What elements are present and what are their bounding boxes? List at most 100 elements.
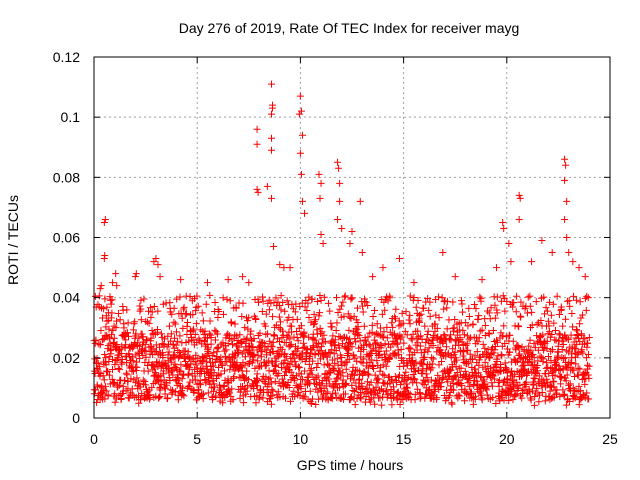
data-point-baseline: [493, 293, 501, 301]
data-point-baseline: [328, 346, 336, 354]
data-point-baseline: [178, 375, 186, 383]
data-point: [492, 264, 500, 272]
data-point-baseline: [258, 307, 266, 315]
data-point-baseline: [218, 362, 226, 370]
data-point-baseline: [253, 370, 261, 378]
data-point-baseline: [491, 346, 499, 354]
data-point-baseline: [471, 392, 479, 400]
data-point-baseline: [478, 396, 486, 404]
data-point-baseline: [241, 374, 249, 382]
data-point-baseline: [386, 294, 394, 302]
data-point-baseline: [186, 292, 194, 300]
data-point-baseline: [217, 370, 225, 378]
data-point-baseline: [465, 312, 473, 320]
data-point-baseline: [118, 356, 126, 364]
data-point: [254, 188, 262, 196]
data-point-baseline: [397, 381, 405, 389]
data-point-baseline: [528, 321, 536, 329]
data-point-baseline: [305, 333, 313, 341]
data-point-baseline: [339, 298, 347, 306]
data-point-baseline: [356, 375, 364, 383]
data-point-baseline: [576, 365, 584, 373]
data-point-baseline: [489, 326, 497, 334]
data-point-baseline: [542, 304, 550, 312]
data-point-baseline: [570, 292, 578, 300]
data-point-baseline: [368, 321, 376, 329]
data-point-baseline: [316, 309, 324, 317]
data-point-baseline: [382, 347, 390, 355]
data-point-baseline: [420, 353, 428, 361]
data-point-baseline: [100, 305, 108, 313]
data-point-baseline: [186, 363, 194, 371]
data-point-baseline: [342, 379, 350, 387]
data-point-baseline: [146, 304, 154, 312]
data-point-baseline: [179, 305, 187, 313]
data-point-baseline: [341, 381, 349, 389]
data-point-baseline: [324, 360, 332, 368]
data-point-baseline: [226, 389, 234, 397]
data-point-baseline: [371, 307, 379, 315]
data-point-baseline: [492, 342, 500, 350]
data-point-baseline: [440, 331, 448, 339]
data-point-baseline: [245, 376, 253, 384]
data-point-baseline: [348, 343, 356, 351]
data-point-baseline: [148, 308, 156, 316]
data-point-baseline: [341, 292, 349, 300]
data-point-baseline: [275, 323, 283, 331]
data-point-baseline: [514, 384, 522, 392]
data-point-baseline: [268, 386, 276, 394]
data-point: [315, 170, 323, 178]
data-point-baseline: [455, 341, 463, 349]
data-point-baseline: [127, 375, 135, 383]
data-point-baseline: [180, 303, 188, 311]
data-point-baseline: [502, 333, 510, 341]
data-point-baseline: [129, 344, 137, 352]
data-point-baseline: [456, 392, 464, 400]
data-point-baseline: [233, 332, 241, 340]
data-point-baseline: [111, 390, 119, 398]
data-point-baseline: [437, 379, 445, 387]
data-point-baseline: [311, 320, 319, 328]
data-point-baseline: [310, 310, 318, 318]
data-point-baseline: [281, 307, 289, 315]
data-point-baseline: [356, 388, 364, 396]
data-point-baseline: [308, 295, 316, 303]
data-point-baseline: [171, 320, 179, 328]
data-point-baseline: [299, 344, 307, 352]
data-point-baseline: [342, 380, 350, 388]
data-point-baseline: [291, 358, 299, 366]
data-point-baseline: [381, 340, 389, 348]
data-point-baseline: [261, 362, 269, 370]
data-point-baseline: [340, 312, 348, 320]
data-point-baseline: [380, 371, 388, 379]
data-point-baseline: [101, 382, 109, 390]
data-point-baseline: [151, 364, 159, 372]
data-point-baseline: [291, 393, 299, 401]
data-point-baseline: [421, 322, 429, 330]
data-point-baseline: [116, 365, 124, 373]
data-point-baseline: [153, 373, 161, 381]
data-point-baseline: [462, 341, 470, 349]
data-point-baseline: [510, 299, 518, 307]
y-tick-label: 0.1: [61, 109, 81, 125]
data-point-baseline: [465, 304, 473, 312]
data-point-baseline: [293, 333, 301, 341]
data-point-baseline: [300, 339, 308, 347]
data-point-baseline: [569, 323, 577, 331]
data-point-baseline: [135, 399, 143, 407]
data-point-baseline: [282, 394, 290, 402]
data-point-baseline: [503, 369, 511, 377]
data-point-baseline: [313, 364, 321, 372]
data-point-baseline: [518, 371, 526, 379]
data-point-baseline: [551, 371, 559, 379]
data-point-baseline: [585, 362, 593, 370]
data-point-baseline: [362, 298, 370, 306]
data-point-baseline: [230, 373, 238, 381]
data-point-baseline: [199, 356, 207, 364]
data-point-baseline: [286, 397, 294, 405]
data-point: [253, 185, 261, 193]
data-point-baseline: [357, 395, 365, 403]
data-point-baseline: [572, 360, 580, 368]
data-point-baseline: [499, 332, 507, 340]
data-point-baseline: [178, 314, 186, 322]
